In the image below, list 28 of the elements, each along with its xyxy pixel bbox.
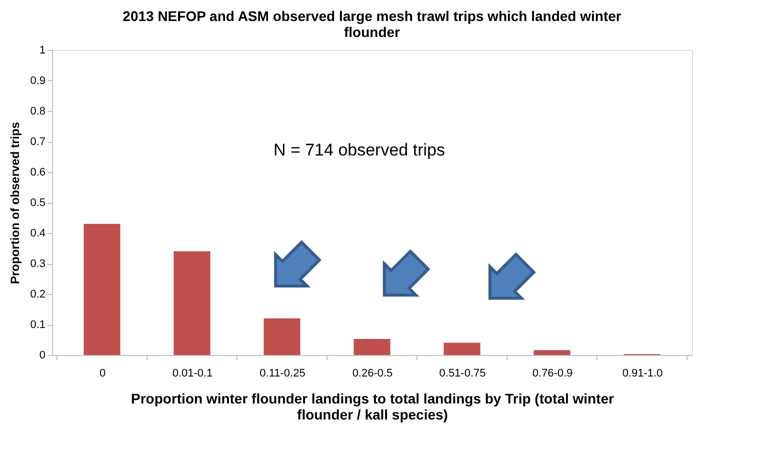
x-tick-label: 0.76-0.9 — [532, 368, 573, 380]
bar — [174, 251, 210, 355]
y-tick-label: 0.3 — [30, 258, 46, 270]
bar — [354, 338, 390, 355]
y-tick-label: 0.2 — [30, 288, 46, 300]
y-tick-label: 1 — [39, 44, 46, 56]
y-tick-label: 0.7 — [30, 136, 46, 148]
x-axis-title: Proportion winter flounder landings to total landings by Trip (total winter flounder / kall species) — [131, 390, 615, 422]
y-tick-label: 0.8 — [30, 106, 46, 118]
y-tick-label: 0.9 — [30, 75, 46, 87]
y-tick-label: 0.6 — [30, 166, 46, 178]
bar — [444, 342, 480, 355]
x-tick-label: 0.01-0.1 — [172, 368, 213, 380]
y-tick-label: 0.4 — [30, 228, 46, 240]
x-tick-label: 0 — [99, 368, 106, 380]
y-tick-label: 0.1 — [30, 319, 46, 331]
y-tick-label: 0 — [39, 350, 46, 362]
bar — [84, 224, 120, 355]
annotation: N = 714 observed trips — [273, 140, 445, 160]
x-tick-label: 0.26-0.5 — [352, 368, 393, 380]
x-tick-label: 0.51-0.75 — [439, 368, 486, 380]
bar — [264, 318, 300, 355]
y-axis-title: Proportion of observed trips — [8, 122, 22, 284]
chart-title: 2013 NEFOP and ASM observed large mesh trawl trips which landed winter flounder — [122, 8, 622, 40]
bar — [534, 350, 570, 355]
x-tick-label: 0.11-0.25 — [260, 368, 306, 380]
y-tick-label: 0.5 — [30, 197, 46, 209]
x-tick-label: 0.91-1.0 — [622, 368, 663, 380]
